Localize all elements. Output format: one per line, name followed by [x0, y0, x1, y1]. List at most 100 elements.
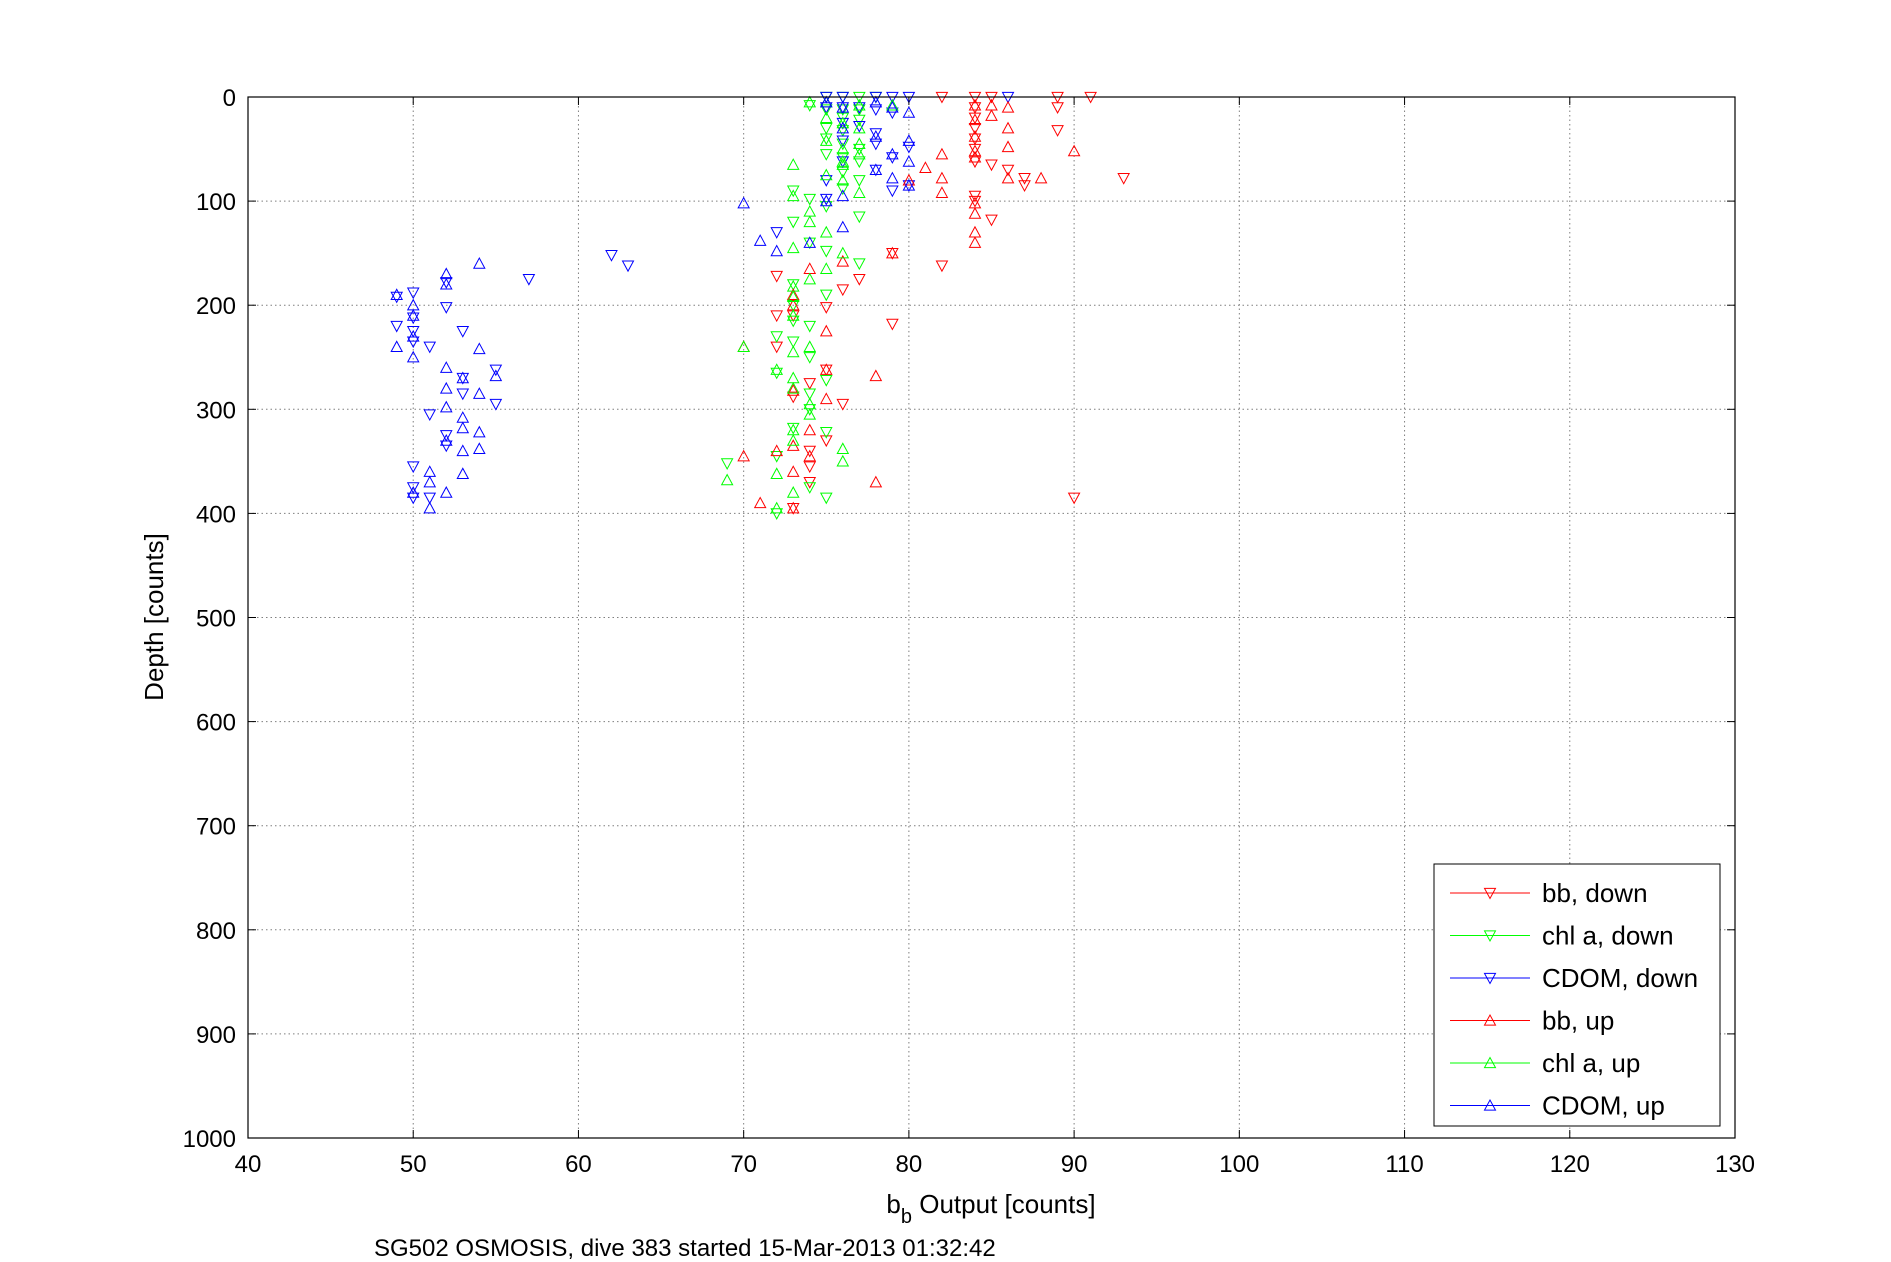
data-point: [819, 133, 833, 146]
legend-label: bb, down: [1542, 878, 1648, 908]
data-point: [886, 147, 899, 160]
data-point: [770, 501, 784, 514]
data-point: [786, 241, 800, 254]
data-point: [456, 467, 470, 480]
x-tick-label: 120: [1550, 1151, 1590, 1178]
y-tick-label: 100: [196, 189, 236, 216]
data-point: [886, 171, 899, 184]
data-point: [968, 133, 982, 146]
data-point: [786, 433, 800, 446]
data-point: [803, 482, 817, 494]
data-point: [869, 475, 883, 488]
data-point: [968, 143, 982, 156]
data-point: [1067, 144, 1081, 157]
data-point: [406, 309, 420, 321]
data-point: [786, 391, 800, 404]
data-point: [406, 312, 420, 325]
data-point: [886, 100, 899, 113]
data-point: [852, 102, 866, 114]
y-axis-label: Depth [counts]: [139, 533, 169, 701]
data-point: [737, 340, 751, 353]
data-point: [489, 398, 503, 411]
data-point: [472, 387, 486, 399]
data-point: [819, 289, 833, 302]
data-point: [968, 150, 982, 163]
data-point: [852, 274, 866, 286]
data-point: [836, 125, 850, 137]
x-tick-label: 60: [565, 1151, 592, 1178]
legend: bb, down chl a, down CDOM, down bb, up chl a…: [1433, 863, 1721, 1127]
data-point: [819, 225, 833, 238]
data-point: [770, 244, 784, 257]
series-2: [390, 91, 1015, 505]
data-point: [836, 398, 850, 411]
data-point: [886, 185, 899, 198]
data-point: [852, 258, 866, 271]
data-point: [786, 279, 800, 291]
caption: SG502 OSMOSIS, dive 383 started 15-Mar-2…: [374, 1235, 996, 1262]
data-point: [472, 425, 486, 438]
data-point: [985, 159, 998, 172]
data-point: [423, 501, 437, 514]
data-point: [803, 236, 817, 248]
data-point: [753, 496, 767, 509]
data-point: [1051, 125, 1064, 137]
data-point: [836, 246, 850, 259]
y-tick-label: 400: [196, 501, 236, 528]
data-point: [819, 363, 833, 375]
data-point: [902, 154, 916, 167]
data-point: [390, 320, 404, 333]
series-4: [720, 95, 899, 514]
data-point: [803, 272, 817, 285]
data-point: [390, 288, 404, 300]
data-point: [836, 104, 850, 117]
data-point: [423, 409, 437, 422]
data-point: [753, 234, 767, 246]
data-point: [869, 138, 883, 151]
legend-marker: [1483, 1013, 1497, 1026]
data-point: [968, 236, 982, 248]
data-point: [902, 141, 916, 154]
legend-marker: [1483, 1056, 1497, 1069]
data-point: [786, 381, 800, 394]
data-point: [472, 342, 486, 355]
data-point: [819, 102, 833, 114]
data-point: [439, 430, 453, 442]
y-axis: 0 100 200 300 400 500 600 700 800 900 1000: [183, 85, 1735, 1153]
legend-label: CDOM, up: [1542, 1091, 1665, 1121]
data-point: [819, 149, 833, 161]
data-point: [803, 449, 817, 462]
x-axis: 40 50 60 70 80 90 100 110 120 130: [235, 97, 1755, 1178]
y-tick-label: 700: [196, 814, 236, 841]
legend-label: chl a, up: [1542, 1048, 1640, 1078]
data-point: [786, 486, 800, 498]
data-point: [803, 320, 817, 333]
data-point: [737, 449, 751, 462]
data-point: [902, 134, 916, 146]
data-point: [786, 501, 800, 514]
data-point: [770, 363, 784, 375]
data-point: [836, 138, 850, 151]
data-point: [406, 461, 420, 474]
data-point: [786, 185, 800, 198]
data-point: [819, 245, 833, 258]
x-tick-label: 130: [1715, 1151, 1755, 1178]
x-axis-label: bb Output [counts]: [886, 1189, 1095, 1228]
data-point: [819, 175, 833, 187]
data-point: [803, 445, 817, 458]
data-point: [836, 183, 850, 196]
data-point: [886, 98, 899, 111]
data-point: [390, 340, 404, 353]
y-tick-label: 0: [223, 85, 236, 112]
data-point: [770, 450, 784, 463]
legend-marker: [1483, 887, 1497, 900]
y-tick-label: 1000: [183, 1126, 236, 1153]
data-point: [819, 193, 833, 206]
data-point: [852, 114, 866, 127]
data-point: [803, 461, 817, 474]
data-point: [489, 369, 503, 382]
data-point: [819, 111, 833, 123]
x-tick-label: 50: [400, 1151, 427, 1178]
data-point: [803, 352, 817, 364]
data-point: [852, 98, 866, 111]
